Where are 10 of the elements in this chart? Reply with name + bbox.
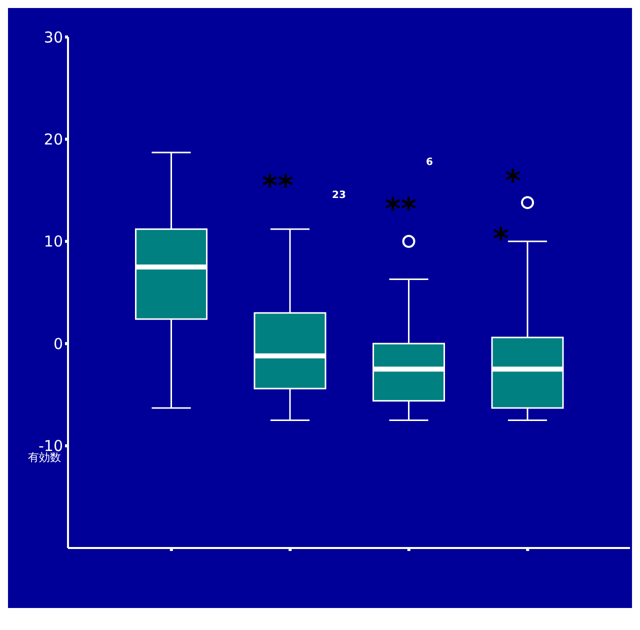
annotation: ** xyxy=(262,169,294,204)
annotation: * xyxy=(505,164,521,199)
y-tick-label: 0 xyxy=(53,334,63,353)
annotation: 23 xyxy=(332,190,346,201)
y-tick-label: 30 xyxy=(44,28,63,46)
annotation: ** xyxy=(385,192,416,227)
annotation: * xyxy=(493,222,509,257)
annotation: 6 xyxy=(426,157,433,168)
y-tick-label: 20 xyxy=(44,130,63,149)
y-tick-label: 10 xyxy=(44,232,63,251)
